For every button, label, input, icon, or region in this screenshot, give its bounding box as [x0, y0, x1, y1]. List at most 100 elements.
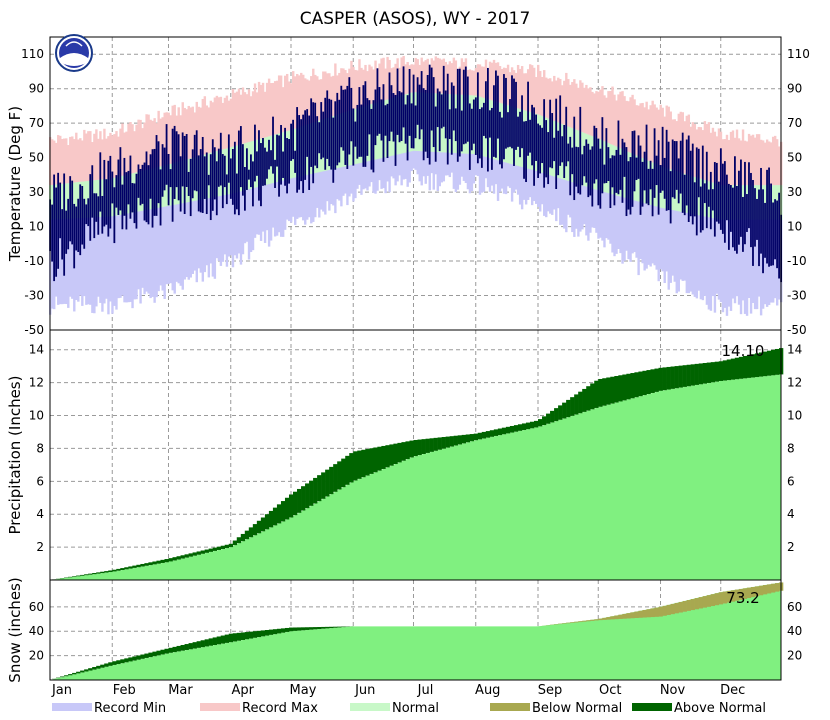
- observed-bar: [368, 100, 371, 135]
- above-normal-bar: [678, 365, 683, 388]
- observed-bar: [73, 203, 76, 269]
- below-normal-bar: [722, 591, 728, 604]
- record-min-bar: [693, 177, 697, 297]
- record-max-bar: [643, 107, 646, 160]
- snow-total-label: 73.2: [726, 589, 759, 607]
- record-max-bar: [631, 94, 634, 154]
- record-max-bar: [273, 81, 277, 135]
- y-tick-label-left: 90: [29, 82, 44, 96]
- record-min-bar: [665, 168, 668, 272]
- record-max-bar: [129, 121, 132, 174]
- observed-bar: [675, 141, 678, 190]
- record-min-bar: [197, 156, 201, 269]
- record-min-bar: [679, 172, 682, 280]
- month-axis: Jan Feb Mar Apr May Jun Jul Aug Sep Oct Nov Dec: [51, 683, 745, 698]
- observed-bar: [460, 110, 463, 152]
- observed-bar: [655, 155, 658, 186]
- observed-bar: [390, 85, 393, 132]
- above-normal-bar: [726, 359, 732, 381]
- record-min-bar: [87, 180, 90, 305]
- observed-bar: [527, 81, 529, 156]
- observed-bar: [326, 90, 329, 159]
- observed-bar: [442, 65, 445, 127]
- record-max-bar: [400, 57, 403, 96]
- above-normal-bar: [80, 670, 85, 673]
- above-normal-bar: [108, 662, 113, 666]
- above-normal-bar: [240, 533, 246, 542]
- observed-bar: [478, 109, 481, 159]
- above-normal-bar: [614, 375, 619, 403]
- observed-bar: [551, 113, 554, 169]
- observed-bar: [298, 115, 301, 190]
- observed-bar: [489, 110, 491, 138]
- record-max-bar: [448, 61, 452, 95]
- observed-bar: [260, 143, 262, 207]
- observed-bar: [292, 119, 294, 160]
- above-normal-bar: [248, 527, 254, 538]
- above-normal-bar: [280, 628, 286, 633]
- above-normal-bar: [702, 363, 707, 384]
- observed-bar: [432, 77, 435, 148]
- record-max-bar: [394, 63, 397, 98]
- above-normal-bar: [317, 627, 322, 630]
- above-normal-bar: [509, 425, 515, 433]
- above-normal-bar: [124, 567, 129, 570]
- observed-bar: [695, 147, 698, 236]
- observed-bar: [420, 71, 423, 130]
- above-normal-bar: [337, 461, 342, 490]
- above-normal-bar: [196, 551, 201, 555]
- above-normal-bar: [489, 430, 495, 437]
- above-normal-bar: [594, 380, 599, 408]
- y-tick-label-right: 70: [787, 116, 802, 130]
- observed-bar: [685, 139, 688, 206]
- above-normal-bar: [164, 559, 169, 563]
- above-normal-bar: [566, 399, 571, 418]
- observed-bar: [547, 132, 550, 185]
- record-max-bar: [593, 93, 596, 138]
- observed-bar: [173, 125, 176, 199]
- y-tick-label-right: -50: [787, 323, 807, 337]
- observed-bar: [619, 154, 622, 190]
- observed-bar: [772, 202, 774, 266]
- record-min-bar: [267, 136, 271, 247]
- record-max-bar: [109, 132, 112, 179]
- observed-bar: [480, 107, 483, 168]
- record-max-bar: [763, 142, 767, 186]
- record-max-bar: [324, 71, 327, 119]
- record-min-bar: [667, 168, 670, 290]
- record-max-bar: [352, 66, 355, 110]
- record-min-bar: [109, 178, 112, 302]
- record-max-bar: [745, 141, 749, 186]
- record-min-bar: [755, 185, 759, 310]
- observed-bar: [151, 149, 154, 228]
- record-min-bar: [89, 180, 92, 305]
- observed-bar: [300, 119, 303, 182]
- observed-bar: [221, 154, 224, 209]
- above-normal-bar: [634, 372, 639, 398]
- above-normal-bar: [325, 469, 330, 497]
- legend: Record Min Record Max Normal Below Normal Ab…: [52, 701, 766, 716]
- record-min-bar: [121, 175, 124, 296]
- observed-bar: [296, 107, 299, 193]
- above-normal-bar: [216, 546, 221, 550]
- record-max-bar: [51, 139, 54, 186]
- record-max-bar: [316, 76, 319, 122]
- record-min-bar: [59, 184, 62, 305]
- record-max-bar: [597, 91, 600, 139]
- record-max-bar: [452, 57, 456, 95]
- y-tick-label-left: -30: [24, 289, 44, 303]
- above-normal-bar: [288, 627, 294, 632]
- record-max-bar: [257, 81, 261, 140]
- above-normal-bar: [690, 364, 695, 386]
- observed-bar: [653, 128, 656, 198]
- y-tick-label-right: 2: [787, 540, 795, 554]
- observed-bar: [65, 210, 68, 254]
- record-min-bar: [95, 180, 98, 307]
- above-normal-bar: [357, 450, 362, 479]
- observed-bar: [231, 148, 234, 205]
- observed-bar: [507, 112, 509, 148]
- above-normal-bar: [517, 424, 523, 431]
- above-normal-bar: [694, 363, 699, 385]
- record-max-bar: [79, 138, 82, 182]
- record-max-bar: [322, 71, 325, 120]
